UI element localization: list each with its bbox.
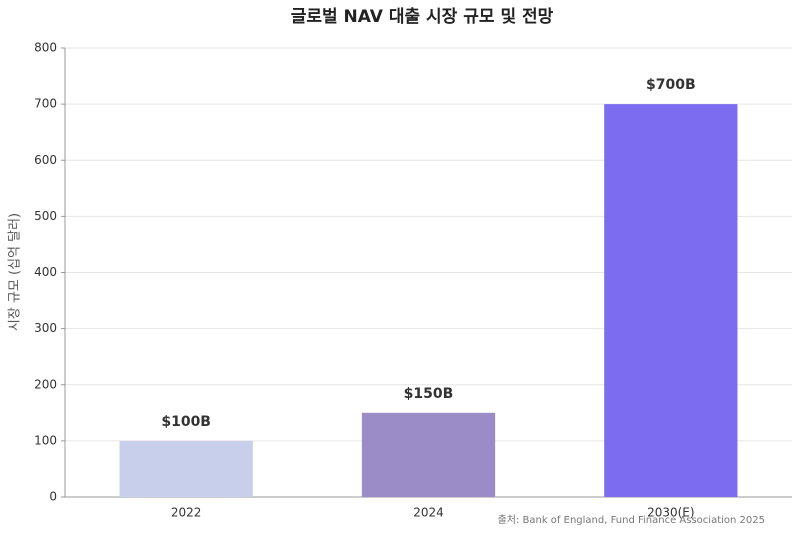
y-tick-label: 700 xyxy=(34,97,57,111)
x-tick-label: 2030(E) xyxy=(647,506,694,520)
value-label: $100B xyxy=(161,414,211,430)
bar xyxy=(119,440,253,497)
y-tick-label: 800 xyxy=(34,41,57,55)
y-tick-label: 100 xyxy=(34,433,57,447)
x-tick-label: 2024 xyxy=(413,506,444,520)
y-tick-label: 200 xyxy=(34,377,57,391)
y-tick-label: 300 xyxy=(34,321,57,335)
y-tick-label: 0 xyxy=(49,490,57,504)
y-tick-label: 500 xyxy=(34,209,57,223)
y-tick-label: 600 xyxy=(34,153,57,167)
bar xyxy=(604,104,738,497)
chart-title: 글로벌 NAV 대출 시장 규모 및 전망 xyxy=(291,7,554,27)
value-label: $700B xyxy=(646,77,696,93)
y-axis-label: 시장 규모 (십억 달러) xyxy=(8,213,23,331)
y-tick-label: 400 xyxy=(34,265,57,279)
source-note: 출처: Bank of England, Fund Finance Associ… xyxy=(498,514,765,526)
bar xyxy=(361,412,496,497)
value-label: $150B xyxy=(404,386,454,402)
x-tick-label: 2022 xyxy=(171,506,202,520)
